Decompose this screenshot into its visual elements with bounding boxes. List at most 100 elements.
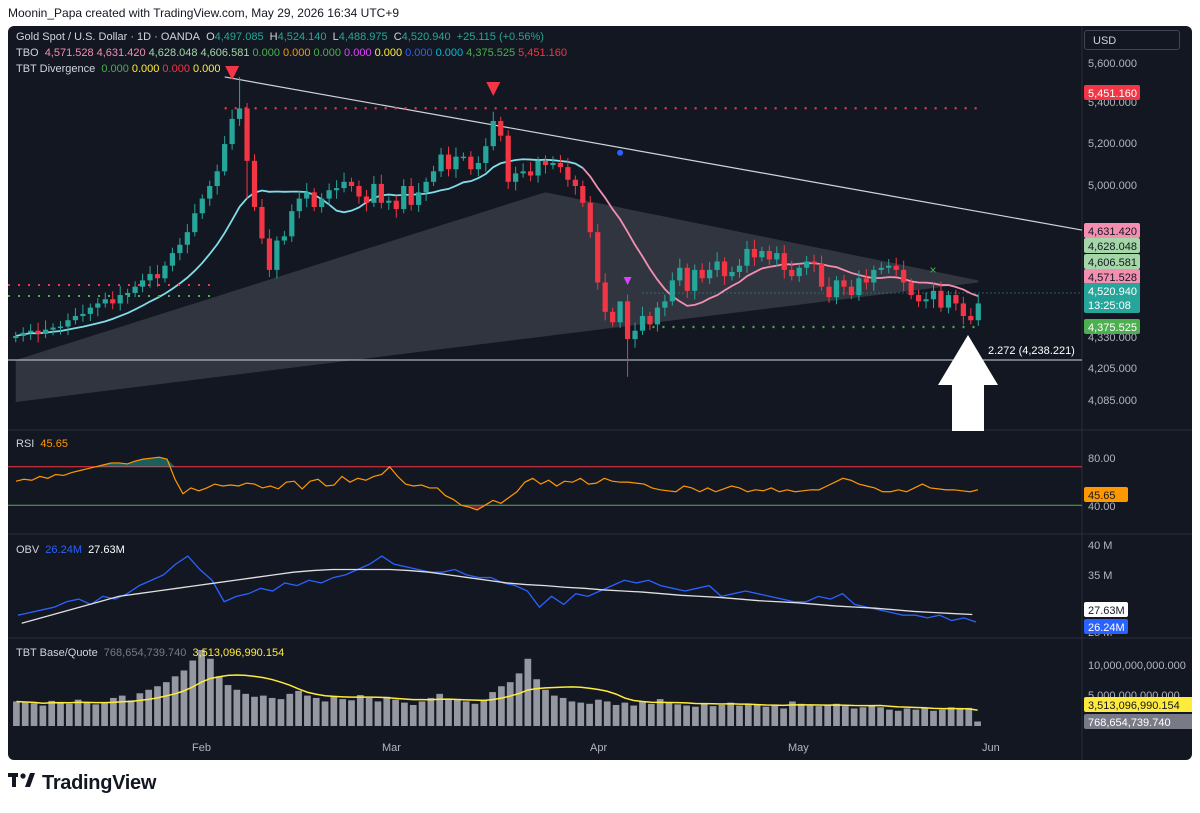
candle-body [192,213,198,233]
legend-tbo-value: 4,571.528 [44,47,94,59]
candle-body [513,173,519,182]
currency-selector[interactable]: USD [1084,30,1180,50]
candle-body [460,156,467,159]
base-quote-bar [692,706,699,726]
legend-tbo-value: 0.000 [344,47,372,59]
candle-body [751,248,758,258]
legend-tbo-value: 0.000 [313,47,342,59]
legend-obv-label[interactable]: OBV [16,544,40,556]
candle-body [699,269,705,279]
chart-container[interactable]: × × 2.272 (4,238.221) 5,600.000 5,400.000 5,2… [8,26,1192,760]
legend-tbo-label[interactable]: TBO [16,47,39,59]
price-tick-label: 5,600.000 [1088,58,1137,70]
candle-body [296,198,302,212]
candle-body [430,171,437,182]
candle-body [13,335,19,339]
candle-body [95,303,101,308]
candle-body [729,271,735,277]
candle-body [132,286,138,293]
base-quote-bar [700,703,708,726]
base-quote-bar [48,700,56,726]
base-quote-bar [753,704,761,726]
tbo-price-tag-text: 4,631.420 [1088,226,1137,238]
bq-line-tag-text: 3,513,096,990.154 [1088,700,1180,712]
base-quote-bar [356,695,364,726]
candle-body [378,183,384,203]
base-quote-bar [418,701,426,726]
rsi-line [15,456,979,511]
candle-body [222,144,228,172]
candle-body [886,265,892,268]
candle-body [110,299,116,304]
cloud-band [15,192,979,402]
base-quote-bar [665,702,673,726]
time-axis-label: Apr [590,742,607,754]
obv-tick-label: 35 M [1088,570,1112,582]
obv-tick-label: 40 M [1088,540,1112,552]
candle-body [259,206,265,239]
bearish-triangle-marker [486,82,501,96]
chart-canvas[interactable]: ××2.272 (4,238.221)5,600.0005,400.0005,2… [8,26,1192,760]
candle-body [229,118,235,145]
price-tick-label: 4,205.000 [1088,363,1137,375]
base-quote-bar [789,701,796,726]
bq-tick-label: 10,000,000,000.000 [1088,660,1186,672]
base-quote-bar [154,686,161,726]
base-quote-bar [577,702,585,726]
candle-body [475,162,481,170]
bq-value-tag [1084,714,1192,729]
base-quote-bar [930,710,937,726]
base-quote-bar [956,708,964,726]
cross-marker: × [930,263,937,277]
base-quote-bar [233,689,241,726]
candle-body [35,330,41,334]
candle-body [796,267,802,277]
candle-body [647,316,653,325]
legend-change: +25.115 (+0.56%) [456,31,544,43]
base-quote-bar [145,689,153,726]
base-quote-bar [595,699,602,726]
candle-body [348,181,355,187]
base-quote-bar [242,693,250,726]
candle-body [945,295,952,308]
base-quote-bar [877,707,884,726]
candle-body [274,240,280,270]
candle-body [654,307,661,325]
base-quote-bar [180,670,188,726]
base-quote-bar [550,695,558,726]
base-quote-bar [339,699,347,726]
price-tick-label: 5,200.000 [1088,138,1137,150]
legend-tbo-value: 4,631.420 [96,47,146,59]
legend-bq-value: 768,654,739.740 [103,647,187,659]
time-axis-label: May [788,742,809,754]
candle-body [744,248,750,266]
legend-divergence-value: 0.000 [162,63,190,75]
bq-line-tag [1084,697,1192,712]
legend-bq-label[interactable]: TBT Base/Quote [16,647,98,659]
base-quote-bar [771,705,779,726]
candle-body [154,274,161,279]
base-quote-bar [162,682,170,726]
candle-body [423,181,429,193]
base-quote-bar [656,699,664,726]
candle-body [177,244,183,254]
tradingview-footer[interactable]: TradingView [8,772,156,802]
base-quote-bar [736,705,743,726]
legend-o-label: O [206,31,215,43]
chart-header: Moonin_Papa created with TradingView.com… [0,0,1200,26]
legend-divergence-label[interactable]: TBT Divergence [16,63,96,75]
base-quote-bar [92,704,100,726]
header-text: Moonin_Papa created with TradingView.com… [8,6,400,20]
candle-body [542,160,549,166]
base-quote-bar [57,702,64,726]
base-quote-bar [110,697,117,726]
legend-rsi-label[interactable]: RSI [16,438,35,450]
legend-symbol[interactable]: Gold Spot / U.S. Dollar · 1D · OANDA [16,31,200,43]
rsi-tick-label: 80.00 [1088,453,1116,465]
resistance-price-tag-text: 5,451.160 [1088,88,1137,100]
base-quote-bar [744,703,752,726]
base-quote-bar [647,703,655,726]
legend-divergence-value: 0.000 [192,63,221,75]
candle-body [968,316,974,321]
candle-body [438,154,444,172]
